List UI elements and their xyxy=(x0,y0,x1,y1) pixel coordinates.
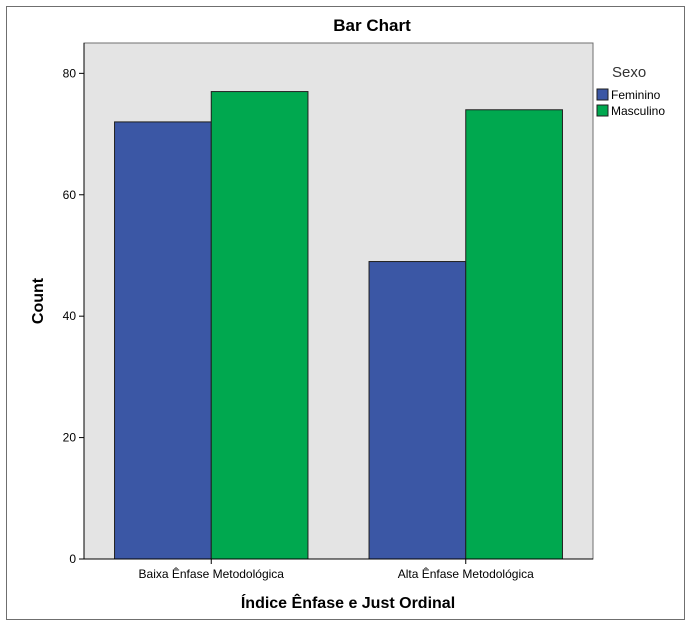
x-axis-label: Índice Ênfase e Just Ordinal xyxy=(241,593,455,612)
y-tick-label: 80 xyxy=(63,66,77,80)
legend-title: Sexo xyxy=(612,64,646,81)
bar-feminino-1 xyxy=(114,121,212,560)
y-tick-label: 60 xyxy=(63,188,77,202)
chart-frame: Bar Chart 0 20 40 60 80 Baixa Ênfase Metodol… xyxy=(6,6,685,620)
bars-group xyxy=(114,91,563,560)
bar-masculino-2 xyxy=(465,109,563,560)
chart-title: Bar Chart xyxy=(333,16,411,35)
bar-masculino-1 xyxy=(210,91,309,560)
x-axis: Baixa Ênfase Metodológica Alta Ênfase Met… xyxy=(84,558,593,581)
legend: Sexo Feminino Masculino xyxy=(596,64,665,118)
y-tick-label: 20 xyxy=(63,431,77,445)
legend-label-feminino: Feminino xyxy=(611,88,661,102)
x-tick-label: Alta Ênfase Metodológica xyxy=(398,566,534,581)
y-axis-label: Count xyxy=(30,277,47,324)
legend-swatch-feminino xyxy=(596,88,609,101)
y-tick-label: 0 xyxy=(69,552,76,566)
x-tick-label: Baixa Ênfase Metodológica xyxy=(139,566,285,581)
y-tick-label: 40 xyxy=(63,309,77,323)
bar-chart: Bar Chart 0 20 40 60 80 Baixa Ênfase Metodol… xyxy=(30,16,665,612)
legend-swatch-masculino xyxy=(596,104,609,117)
y-axis: 0 20 40 60 80 xyxy=(63,43,85,566)
bar-feminino-2 xyxy=(368,261,467,560)
legend-label-masculino: Masculino xyxy=(611,104,665,118)
